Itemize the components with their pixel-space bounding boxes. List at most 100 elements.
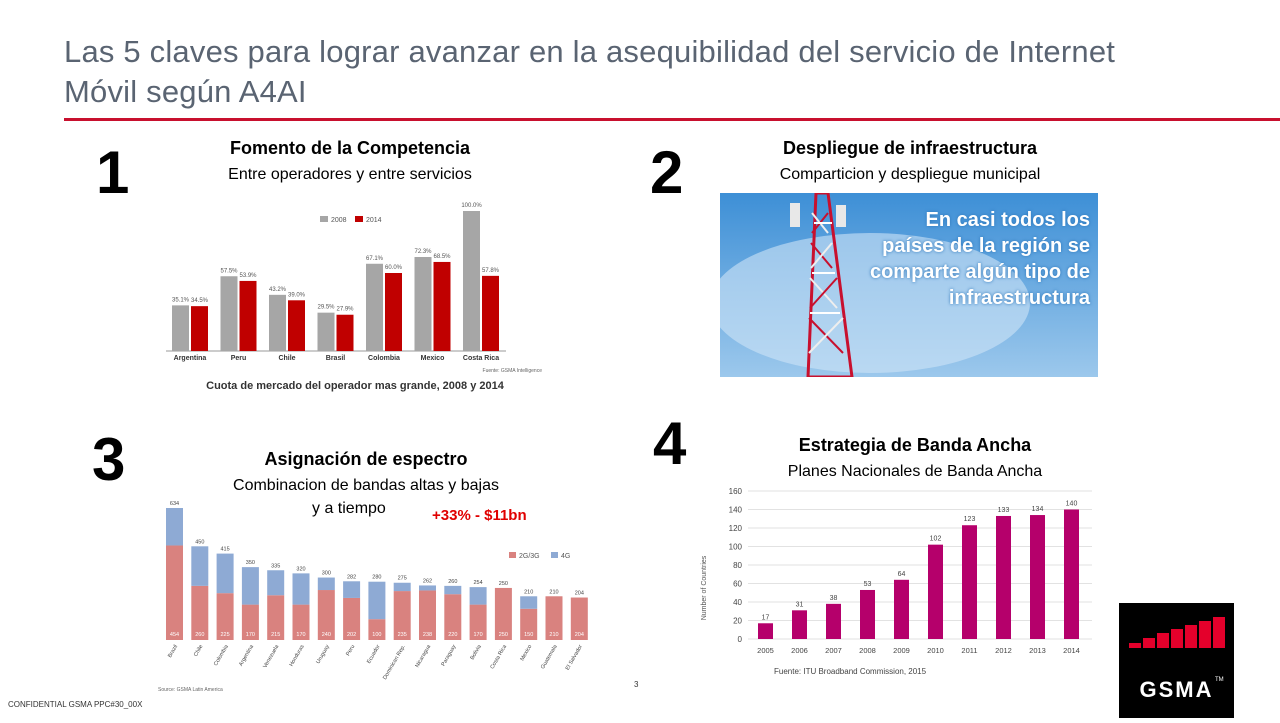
bar-4g-peru [343, 581, 361, 598]
y-tick-label: 80 [733, 561, 742, 570]
legend-swatch-2g3g [509, 552, 516, 558]
x-tick-label: Uruguay [315, 644, 331, 665]
data-label: 17 [762, 614, 770, 621]
bar-2005 [758, 623, 773, 639]
total-label: 280 [372, 575, 381, 581]
infrastructure-overlay-text: En casi todos los países de la región se… [869, 209, 1090, 309]
bar-2008-peru [220, 276, 238, 351]
data-label: 53 [864, 581, 872, 588]
y-tick-label: 120 [729, 524, 743, 533]
x-tick-label: Costa Rica [489, 643, 508, 670]
x-tick-label: Mexico [421, 355, 445, 362]
data-label: 100.0% [461, 203, 482, 209]
total-label: 335 [271, 563, 280, 569]
section-3-title: Asignación de espectro [264, 449, 468, 469]
x-tick-label: 2008 [859, 646, 876, 655]
infrastructure-photo: En casi todos los países de la región se… [720, 193, 1098, 377]
section-1-subtitle: Entre operadores y entre servicios [228, 166, 472, 183]
bar-2007 [826, 603, 841, 639]
x-tick-label: 2010 [927, 646, 944, 655]
data-label: 53.9% [239, 273, 257, 279]
bar-2g3g-argentina [241, 604, 259, 640]
bar-2g3g-mexico [520, 608, 538, 640]
x-tick-label: Colombia [368, 355, 400, 362]
x-tick-label: Costa Rica [463, 355, 499, 362]
broadband-chart: 0 20 40 60 80 100 120 140 160 17 2005 31 2006 38 2007… [701, 487, 1092, 676]
base-value-label: 235 [398, 632, 407, 638]
x-tick-label: El Salvador [565, 644, 584, 672]
spectrum-chart: 2G/3G 4G 634 454 Brazil 450 260 Chile 415 225 Co… [158, 501, 588, 693]
section-4-title: Estrategia de Banda Ancha [798, 435, 1032, 455]
base-value-label: 220 [448, 632, 457, 638]
data-label: 39.0% [288, 292, 306, 298]
bar-4g-mexico [520, 596, 538, 609]
x-tick-label: Chile [278, 355, 295, 362]
bar-4g-venezuela [267, 570, 285, 596]
section-4-number: 4 [653, 410, 687, 477]
bar-4g-paraguay [444, 585, 462, 595]
bar-2008-colombia [366, 263, 383, 351]
data-label: 64 [898, 571, 906, 578]
bar-4g-nicaragua [419, 585, 436, 591]
bar-2g3g-paraguay [444, 594, 462, 640]
bar-2014-brasil [336, 314, 354, 351]
section-2-title: Despliegue de infraestructura [782, 138, 1038, 158]
total-label: 415 [221, 547, 230, 553]
bar-4g-honduras [292, 573, 310, 605]
bar-4g-dominican-rep- [393, 582, 411, 592]
total-label: 320 [296, 566, 305, 572]
legend-swatch-2014 [355, 216, 363, 222]
total-label: 275 [398, 576, 407, 582]
base-value-label: 100 [372, 632, 381, 638]
x-tick-label: 2009 [893, 646, 910, 655]
x-tick-label: 2006 [791, 646, 808, 655]
x-tick-label: 2011 [961, 646, 977, 655]
base-value-label: 260 [195, 632, 204, 638]
data-label: 38 [830, 595, 838, 602]
section-2-subtitle: Comparticion y despliegue municipal [779, 166, 1041, 183]
data-label: 140 [1066, 501, 1078, 508]
x-tick-label: Chile [193, 644, 204, 658]
section-1-title: Fomento de la Competencia [229, 138, 471, 158]
x-tick-label: 2007 [825, 646, 842, 655]
total-label: 634 [170, 501, 179, 507]
y-tick-label: 100 [729, 543, 743, 552]
page-number: 3 [634, 680, 639, 689]
x-tick-label: Argentina [238, 643, 255, 667]
chart-3-source: Source: GSMA Latin America [158, 687, 223, 693]
data-label: 29.5% [317, 305, 335, 311]
total-label: 262 [423, 578, 432, 584]
y-tick-label: 0 [738, 635, 743, 644]
bar-2014-argentina [191, 306, 208, 351]
bar-2g3g-guatemala [545, 596, 563, 640]
y-tick-label: 60 [733, 580, 742, 589]
bar-2008-argentina [172, 305, 189, 351]
x-tick-label: Argentina [174, 355, 207, 362]
x-tick-label: 2005 [757, 646, 774, 655]
bar-4g-colombia [216, 553, 234, 594]
data-label: 134 [1032, 506, 1044, 513]
base-value-label: 215 [271, 632, 280, 638]
y-tick-label: 40 [733, 598, 742, 607]
base-value-label: 170 [296, 632, 305, 638]
chart-1-title: Cuota de mercado del operador mas grande… [206, 380, 505, 392]
bar-2008 [860, 589, 875, 639]
x-tick-label: Brasil [326, 355, 346, 362]
x-tick-label: Colombia [213, 643, 230, 667]
total-label: 450 [195, 539, 204, 545]
total-label: 250 [499, 581, 508, 587]
base-value-label: 238 [423, 632, 432, 638]
market-share-chart: 2008 2014 35.1% 34.5% Argentina 57.5%53.9% P… [166, 203, 542, 392]
bar-2g3g-brazil [166, 545, 183, 640]
total-label: 210 [549, 589, 558, 595]
data-label: 57.8% [482, 268, 500, 274]
x-tick-label: Paraguay [441, 644, 458, 668]
x-tick-label: Venezuela [262, 643, 281, 669]
bar-2010 [928, 544, 943, 639]
section-3-subtitle: Combinacion de bandas altas y bajas [233, 477, 499, 494]
slide-title: Las 5 claves para lograr avanzar en la a… [64, 34, 1116, 109]
bar-2009 [894, 579, 909, 639]
legend-label-2014: 2014 [366, 217, 382, 224]
base-value-label: 202 [347, 632, 356, 638]
x-tick-label: 2012 [995, 646, 1012, 655]
